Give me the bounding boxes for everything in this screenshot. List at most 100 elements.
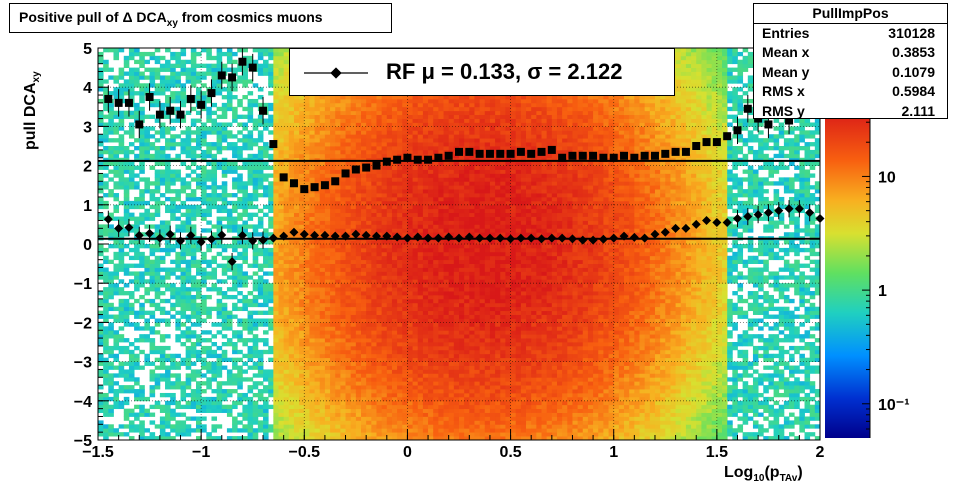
- heatmap-cell: [195, 291, 202, 296]
- heatmap-cell: [216, 310, 223, 315]
- heatmap-cell: [154, 244, 161, 249]
- heatmap-cell: [376, 436, 383, 440]
- heatmap-cell: [319, 310, 326, 315]
- heatmap-cell: [139, 271, 145, 276]
- heatmap-cell: [242, 142, 248, 147]
- heatmap-cell: [123, 177, 130, 182]
- heatmap-cell: [309, 291, 315, 296]
- heatmap-cell: [283, 279, 290, 284]
- heatmap-cell: [221, 146, 228, 151]
- heatmap-cell: [263, 204, 269, 210]
- heatmap-cell: [149, 212, 156, 217]
- heatmap-cell: [314, 287, 321, 292]
- heatmap-cell: [195, 208, 202, 214]
- heatmap-cell: [412, 432, 419, 437]
- heatmap-cell: [412, 298, 419, 304]
- heatmap-cell: [185, 251, 192, 257]
- heatmap-cell: [139, 126, 145, 131]
- heatmap-cell: [330, 169, 336, 174]
- heatmap-cell: [407, 106, 413, 112]
- heatmap-cell: [376, 310, 383, 315]
- heatmap-cell: [139, 263, 145, 268]
- heatmap-cell: [180, 118, 187, 123]
- heatmap-cell: [412, 369, 419, 374]
- heatmap-cell: [355, 118, 362, 123]
- heatmap-cell: [103, 130, 109, 135]
- heatmap-cell: [139, 251, 145, 257]
- heatmap-cell: [330, 138, 336, 143]
- heatmap-cell: [221, 208, 228, 214]
- heatmap-cell: [283, 98, 290, 104]
- heatmap-cell: [268, 189, 274, 194]
- heatmap-cell: [288, 318, 295, 323]
- heatmap-cell: [98, 216, 104, 221]
- heatmap-cell: [257, 310, 264, 315]
- heatmap-cell: [345, 283, 352, 288]
- heatmap-cell: [226, 208, 233, 214]
- heatmap-cell: [299, 306, 305, 312]
- heatmap-cell: [397, 216, 403, 221]
- heatmap-cell: [144, 177, 150, 182]
- heatmap-cell: [361, 228, 367, 233]
- heatmap-cell: [98, 310, 104, 315]
- heatmap-cell: [412, 126, 419, 131]
- heatmap-cell: [180, 424, 187, 429]
- heatmap-cell: [340, 416, 346, 421]
- heatmap-cell: [324, 342, 331, 347]
- heatmap-cell: [293, 153, 300, 159]
- heatmap-cell: [350, 302, 357, 308]
- heatmap-cell: [324, 436, 331, 440]
- heatmap-cell: [386, 349, 393, 355]
- heatmap-cell: [366, 334, 372, 339]
- heatmap-cell: [288, 322, 295, 327]
- heatmap-cell: [211, 189, 218, 194]
- heatmap-cell: [407, 392, 413, 398]
- heatmap-cell: [113, 114, 120, 119]
- heatmap-cell: [98, 200, 104, 206]
- heatmap-cell: [304, 106, 310, 112]
- heatmap-cell: [273, 400, 279, 406]
- heatmap-cell: [355, 240, 362, 245]
- heatmap-cell: [226, 87, 233, 92]
- heatmap-cell: [180, 247, 187, 253]
- heatmap-cell: [221, 185, 228, 190]
- heatmap-cell: [278, 287, 285, 292]
- heatmap-cell: [128, 240, 135, 245]
- heatmap-cell: [330, 126, 336, 131]
- heatmap-cell: [211, 396, 218, 402]
- heatmap-cell: [123, 283, 130, 288]
- heatmap-cell: [103, 306, 109, 312]
- heatmap-cell: [180, 102, 187, 108]
- heatmap-cell: [128, 247, 135, 253]
- heatmap-cell: [340, 220, 346, 225]
- heatmap-cell: [180, 396, 187, 402]
- heatmap-cell: [149, 251, 156, 257]
- heatmap-cell: [263, 404, 269, 410]
- heatmap-cell: [314, 98, 321, 104]
- heatmap-cell: [345, 326, 352, 331]
- heatmap-cell: [206, 98, 212, 104]
- heatmap-cell: [170, 357, 176, 362]
- heatmap-cell: [288, 114, 295, 119]
- heatmap-cell: [371, 357, 377, 362]
- heatmap-cell: [355, 216, 362, 221]
- heatmap-cell: [324, 432, 331, 437]
- heatmap-cell: [412, 212, 419, 217]
- heatmap-cell: [335, 204, 341, 210]
- heatmap-cell: [232, 181, 238, 186]
- heatmap-cell: [268, 263, 274, 268]
- heatmap-cell: [247, 349, 254, 355]
- heatmap-cell: [278, 267, 285, 272]
- heatmap-cell: [273, 247, 279, 253]
- heatmap-cell: [273, 208, 279, 214]
- heatmap-cell: [139, 55, 145, 61]
- heatmap-cell: [304, 318, 310, 323]
- heatmap-cell: [345, 271, 352, 276]
- heatmap-cell: [128, 420, 135, 425]
- heatmap-cell: [386, 353, 393, 359]
- heatmap-cell: [350, 173, 357, 178]
- heatmap-cell: [237, 357, 243, 362]
- heatmap-cell: [180, 322, 187, 327]
- heatmap-cell: [108, 146, 114, 151]
- heatmap-cell: [247, 59, 254, 65]
